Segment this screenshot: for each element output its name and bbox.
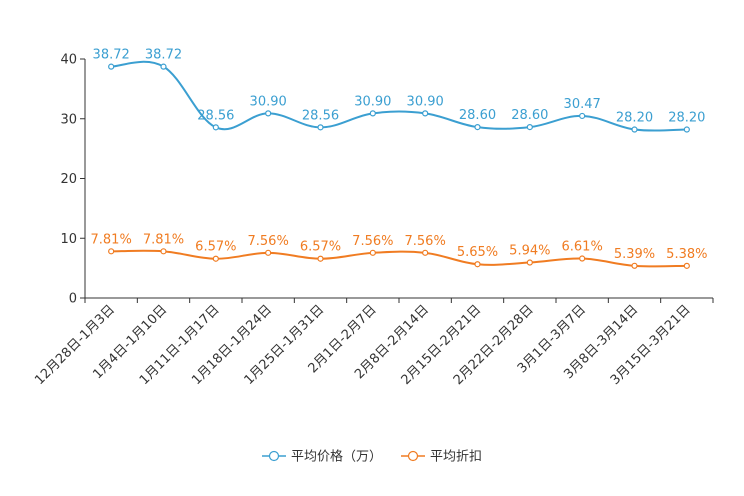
data-label: 28.56 (197, 108, 234, 123)
data-label: 7.56% (405, 234, 446, 249)
legend-item-1[interactable]: 平均折扣 (401, 450, 482, 465)
data-point (631, 126, 638, 133)
data-label: 5.38% (666, 247, 707, 262)
data-label: 30.90 (354, 94, 391, 109)
legend-label: 平均折扣 (430, 450, 482, 465)
data-label: 38.72 (145, 48, 182, 63)
series-layer (108, 60, 690, 269)
y-tick-label: 0 (69, 292, 77, 307)
data-point (579, 112, 586, 120)
data-point (526, 124, 533, 131)
data-point (422, 249, 429, 256)
data-label: 28.56 (302, 108, 339, 123)
data-point (317, 255, 324, 262)
data-label: 6.57% (300, 240, 341, 255)
data-label: 30.90 (407, 94, 444, 109)
legend[interactable]: 平均价格（万） 平均折扣 (262, 449, 482, 465)
data-point (212, 124, 219, 131)
data-point (108, 248, 115, 255)
data-point (160, 63, 167, 70)
data-label: 30.47 (564, 97, 601, 112)
data-labels: 38.72 38.72 28.56 30.90 28.56 30.90 30.90 28.60… (91, 48, 708, 262)
legend-marker (407, 450, 419, 462)
data-point (579, 255, 586, 262)
data-point (108, 63, 115, 70)
y-tick-label: 40 (60, 53, 77, 68)
data-point (526, 259, 533, 266)
data-label: 28.60 (511, 108, 548, 123)
y-tick-label: 10 (60, 232, 77, 247)
data-label: 28.20 (668, 111, 705, 126)
legend-label: 平均价格（万） (291, 449, 382, 465)
data-label: 28.60 (459, 108, 496, 123)
data-point (369, 110, 376, 117)
data-point (369, 249, 376, 256)
data-label: 30.90 (250, 94, 287, 109)
data-point (317, 124, 324, 131)
data-label: 5.65% (457, 245, 498, 260)
data-label: 6.61% (562, 240, 603, 255)
data-point (265, 110, 272, 117)
y-tick-label: 30 (60, 112, 77, 127)
legend-marker (268, 450, 280, 462)
data-label: 38.72 (93, 48, 130, 63)
data-point (422, 110, 429, 117)
data-point (212, 255, 219, 262)
data-point (683, 126, 690, 133)
data-label: 5.94% (509, 244, 550, 259)
data-label: 7.81% (91, 232, 132, 247)
data-label: 28.20 (616, 111, 653, 126)
legend-item-0[interactable]: 平均价格（万） (262, 449, 382, 465)
series-line-1 (111, 249, 687, 268)
data-label: 7.56% (352, 234, 393, 249)
data-label: 6.57% (195, 240, 236, 255)
data-point (474, 261, 481, 268)
data-point (683, 262, 690, 269)
data-point (631, 262, 638, 269)
data-point (474, 124, 481, 131)
data-label: 7.56% (248, 234, 289, 249)
data-label: 7.81% (143, 232, 184, 247)
data-label: 5.39% (614, 247, 655, 262)
data-point (160, 248, 167, 255)
y-tick-label: 20 (60, 172, 77, 187)
data-point (265, 249, 272, 256)
